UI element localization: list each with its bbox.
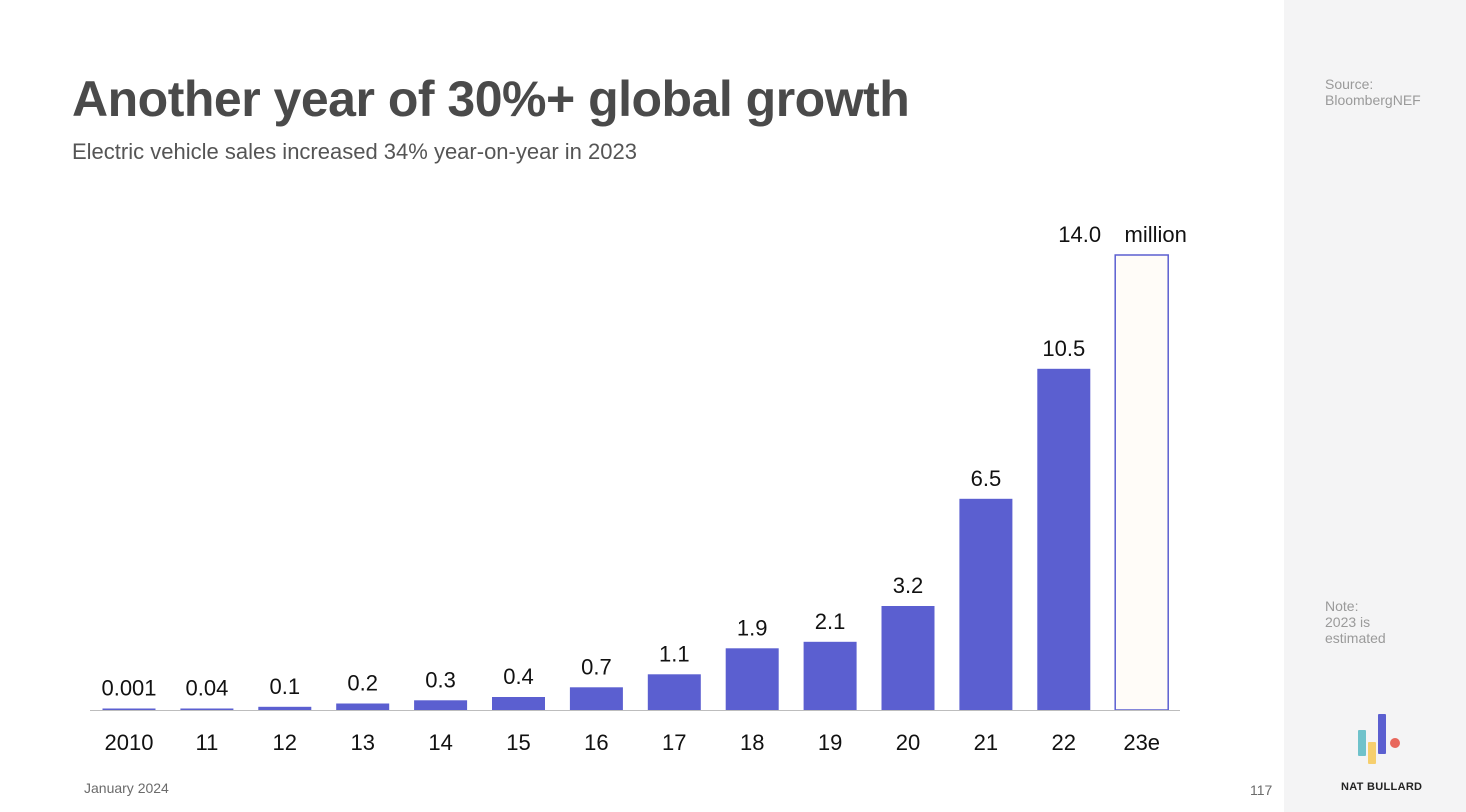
bar (102, 708, 156, 710)
sidebar-panel: Source: BloombergNEF Note: 2023 is estim… (1284, 0, 1466, 812)
slide-title: Another year of 30%+ global growth (72, 71, 910, 127)
slide-main: Another year of 30%+ global growth Elect… (72, 71, 1273, 798)
x-tick-label: 17 (662, 730, 686, 755)
bar (180, 708, 234, 710)
bar (881, 606, 935, 710)
bar (803, 641, 857, 711)
estimate-note: Note: 2023 is estimated (1325, 598, 1386, 646)
data-label: 0.1 (270, 674, 301, 699)
data-label: 1.9 (737, 615, 768, 640)
x-tick-label: 19 (818, 730, 842, 755)
x-tick-label: 11 (195, 730, 218, 755)
x-tick-label: 15 (506, 730, 530, 755)
data-label: 0.04 (185, 676, 228, 701)
data-label: 0.3 (425, 667, 456, 692)
page-number: 117 (1250, 782, 1273, 798)
x-tick-label: 18 (740, 730, 764, 755)
bar (647, 674, 701, 711)
logo-blue-bar (1378, 714, 1386, 754)
data-label: 1.1 (659, 641, 690, 666)
bar (959, 498, 1013, 711)
x-tick-label: 16 (584, 730, 608, 755)
bar (569, 687, 623, 710)
source-name: BloombergNEF (1325, 92, 1421, 108)
note-label: Note: (1325, 598, 1359, 614)
data-label: 10.5 (1042, 336, 1085, 361)
data-label: 0.2 (347, 671, 378, 696)
x-tick-label: 2010 (105, 730, 154, 755)
x-tick-label: 23e (1123, 730, 1160, 755)
data-label: 0.001 (101, 676, 156, 701)
bar (1037, 368, 1091, 711)
note-line-1: 2023 is (1325, 614, 1371, 630)
bar (336, 703, 390, 710)
data-label: 2.1 (815, 609, 846, 634)
bar (414, 700, 468, 711)
x-tick-label: 12 (273, 730, 297, 755)
data-label: 3.2 (893, 573, 924, 598)
brand-logo-icon (1358, 714, 1406, 766)
x-tick-label: 22 (1052, 730, 1076, 755)
logo-teal-bar (1358, 730, 1366, 756)
bar-estimated (1114, 254, 1169, 711)
data-label: 0.4 (503, 664, 534, 689)
logo-yellow-bar (1368, 742, 1376, 764)
slide-subtitle: Electric vehicle sales increased 34% yea… (72, 139, 637, 164)
bar (492, 697, 545, 710)
x-tick-label: 21 (974, 730, 998, 755)
bar (725, 648, 779, 710)
data-label: 6.5 (971, 466, 1002, 491)
x-tick-label: 13 (350, 730, 374, 755)
x-tick-label: 14 (428, 730, 452, 755)
data-label: 0.7 (581, 654, 612, 679)
ev-sales-bar-chart: 0.001 2010 0.04 11 0.1 12 0.2 13 0.3 14 0.4 15 0.7 16… (90, 222, 1187, 755)
unit-label: million (1125, 222, 1187, 247)
source-label: Source: (1325, 76, 1374, 92)
brand-name: NAT BULLARD (1341, 781, 1423, 793)
bar (258, 706, 312, 711)
footer-date: January 2024 (84, 780, 169, 796)
source-note: Source: BloombergNEF (1325, 76, 1421, 108)
data-label: 14.0 (1058, 222, 1101, 247)
note-line-2: estimated (1325, 630, 1386, 646)
logo-red-dot (1390, 738, 1400, 748)
x-tick-label: 20 (896, 730, 920, 755)
